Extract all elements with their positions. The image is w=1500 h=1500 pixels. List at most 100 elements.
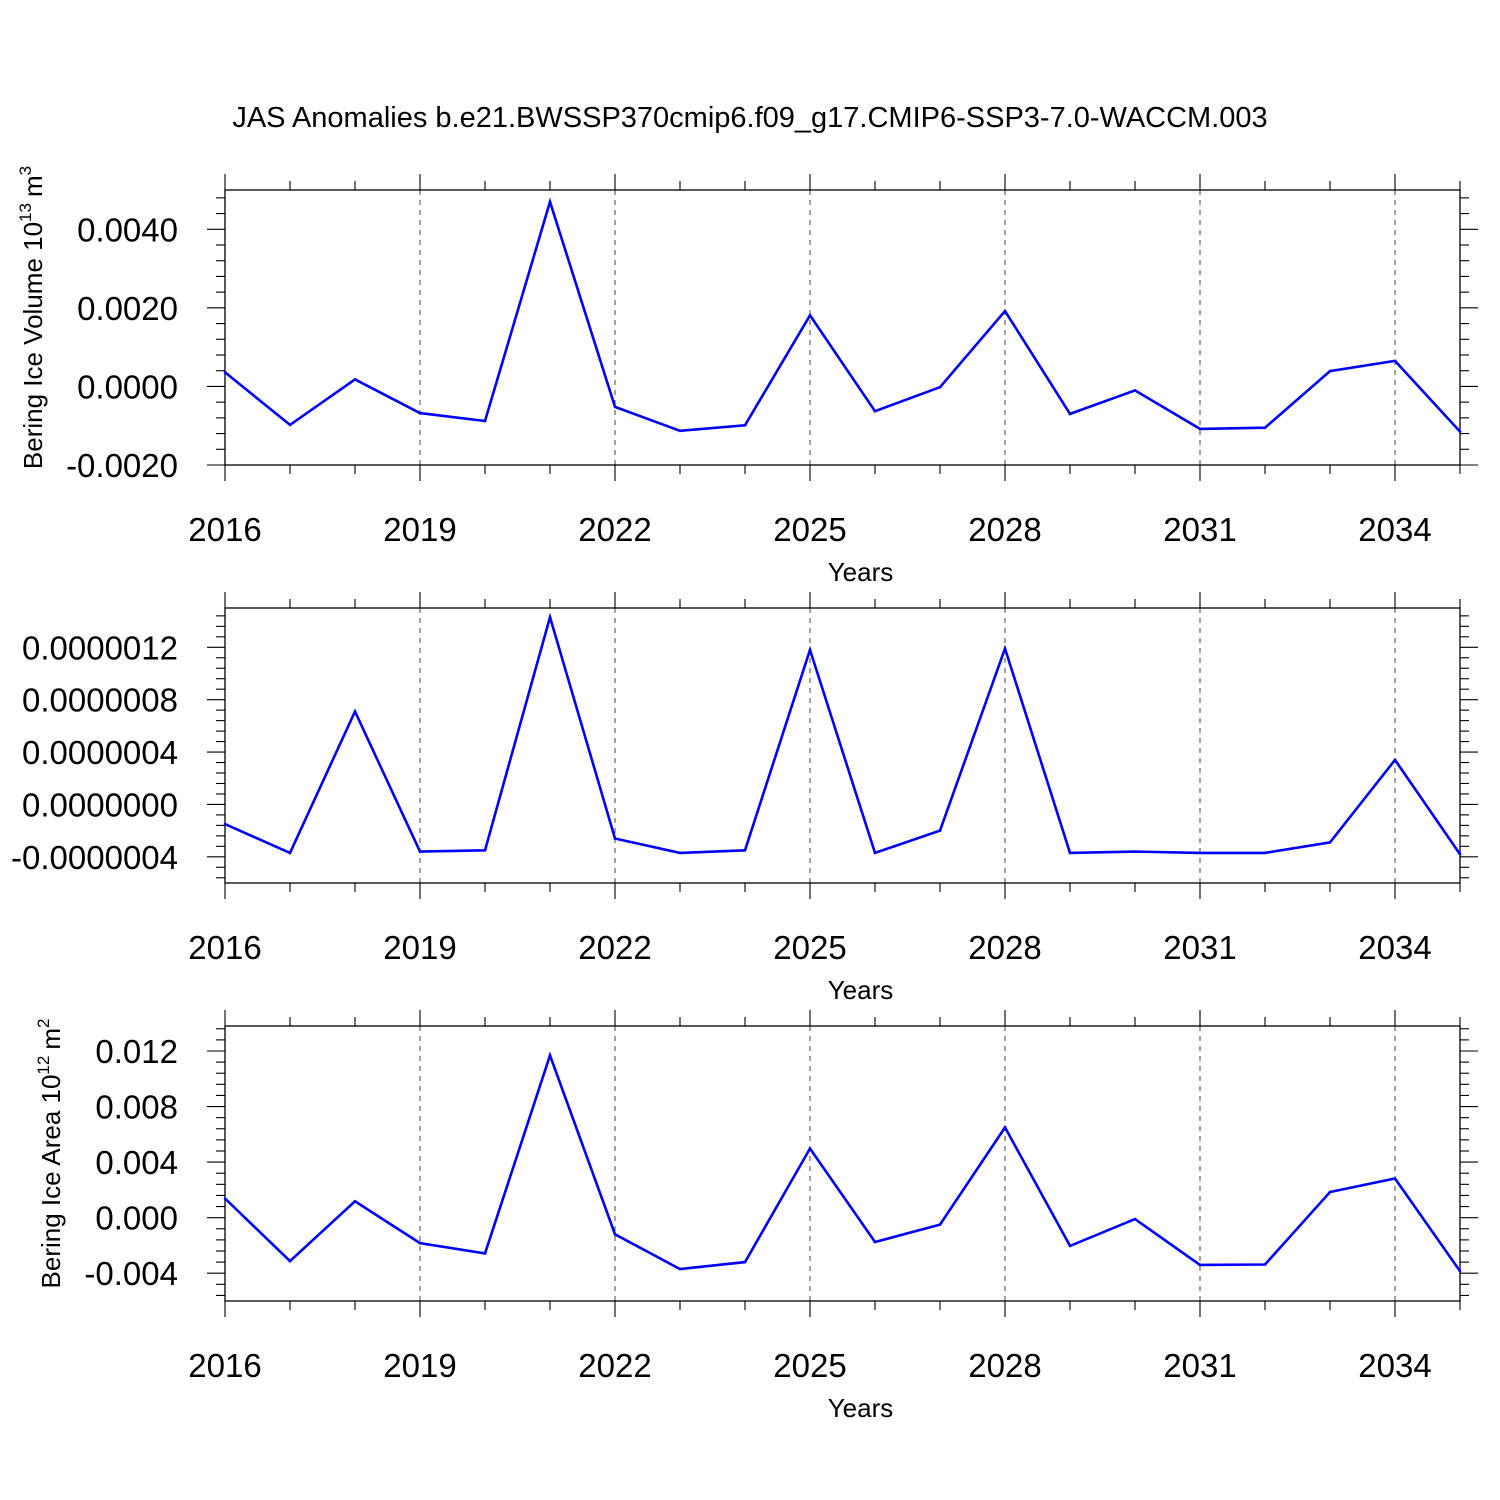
- y-axis-label-exponent: 12: [34, 1056, 53, 1075]
- x-tick-label: 2019: [383, 511, 456, 548]
- x-tick-label: 2028: [968, 511, 1041, 548]
- data-point: [288, 1259, 292, 1263]
- plot-frame: [224, 607, 1461, 884]
- y-tick-label: 0.012: [95, 1033, 178, 1070]
- data-point: [743, 1260, 747, 1264]
- data-point: [483, 848, 487, 852]
- data-point: [1393, 1177, 1397, 1180]
- data-point: [353, 1199, 357, 1203]
- y-axis-label-exponent: 13: [16, 203, 35, 222]
- series-line: [224, 197, 1461, 433]
- data-point: [938, 1223, 942, 1226]
- y-axis-label-unit-exponent: 2: [34, 1019, 53, 1028]
- y-tick-label: -0.0020: [66, 447, 178, 484]
- data-point: [1198, 1263, 1202, 1267]
- data-point: [678, 1267, 682, 1271]
- panels: 2016 2019 2022 2025 2028 2031 2034 Years -0.0020…: [11, 166, 1478, 1423]
- x-axis-label: Years: [828, 975, 894, 1005]
- data-point: [483, 1252, 487, 1255]
- y-axis-label-text: Bering Ice Volume 10: [18, 222, 48, 469]
- x-tick-label: 2034: [1358, 929, 1431, 966]
- x-tick-label: 2022: [578, 929, 651, 966]
- y-tick-label: 0.0040: [77, 211, 178, 248]
- data-point: [223, 822, 227, 826]
- data-point: [1393, 359, 1397, 363]
- data-point: [1458, 852, 1462, 856]
- y-tick-label: 0.0000000: [22, 786, 178, 823]
- y-axis-label: Bering Ice Volume 1013 m3: [16, 166, 48, 469]
- data-point: [1458, 1269, 1462, 1273]
- data-point: [678, 429, 682, 433]
- data-point: [223, 370, 227, 374]
- x-tick-label: 2025: [773, 1347, 846, 1384]
- plot-frame: [224, 1025, 1461, 1302]
- y-axis-label-unit: m: [18, 175, 48, 197]
- y-tick-label: 0.000: [95, 1200, 178, 1237]
- data-point: [483, 419, 487, 423]
- x-tick-label: 2031: [1163, 929, 1236, 966]
- data-point: [938, 829, 942, 832]
- data-point: [613, 837, 617, 840]
- y-tick-label: 0.0000008: [22, 682, 178, 719]
- data-point: [1003, 647, 1007, 650]
- x-tick-label: 2019: [383, 1347, 456, 1384]
- data-point: [1068, 412, 1072, 416]
- y-tick-label: 0.0000004: [22, 734, 178, 771]
- x-tick-label: 2034: [1358, 1347, 1431, 1384]
- data-point: [808, 314, 812, 317]
- panel-3: 2016 2019 2022 2025 2028 2031 2034 Years -0.004 0…: [34, 1010, 1478, 1423]
- data-point: [1263, 1263, 1267, 1266]
- data-point: [548, 200, 552, 204]
- chart-title: JAS Anomalies b.e21.BWSSP370cmip6.f09_g1…: [232, 102, 1267, 134]
- data-point: [678, 851, 682, 855]
- data-point: [418, 850, 422, 853]
- y-axis-label-unit: m: [36, 1028, 66, 1050]
- y-tick-label: 0.008: [95, 1089, 178, 1126]
- data-point: [548, 1054, 552, 1057]
- y-tick-label: 0.0000012: [22, 629, 178, 666]
- data-point: [873, 851, 877, 855]
- series-line: [224, 612, 1462, 855]
- data-point: [613, 1233, 617, 1236]
- data-point: [808, 648, 812, 652]
- data-point: [743, 848, 747, 852]
- data-point: [1198, 427, 1202, 431]
- data-point: [613, 405, 617, 409]
- x-tick-label: 2022: [578, 511, 651, 548]
- y-tick-label: 0.0020: [77, 290, 178, 327]
- data-point: [1263, 851, 1267, 855]
- y-axis-label-text: Bering Ice Area 10: [36, 1075, 66, 1289]
- data-point: [223, 1197, 227, 1200]
- data-point: [288, 423, 292, 427]
- data-point: [1003, 1126, 1007, 1129]
- panel-1: 2016 2019 2022 2025 2028 2031 2034 Years -0.0020…: [16, 166, 1478, 587]
- x-tick-label: 2025: [773, 929, 846, 966]
- data-point: [288, 851, 292, 855]
- data-point: [353, 378, 357, 381]
- x-axis-label: Years: [828, 1393, 894, 1423]
- series-line: [224, 1051, 1462, 1272]
- x-tick-label: 2016: [188, 1347, 261, 1384]
- x-tick-label: 2016: [188, 511, 261, 548]
- data-point: [808, 1147, 812, 1150]
- data-point: [1068, 1244, 1072, 1248]
- data-point: [418, 1241, 422, 1245]
- data-point: [1458, 430, 1462, 433]
- x-tick-label: 2025: [773, 511, 846, 548]
- y-axis-label: Bering Ice Area 1012 m2: [34, 1019, 66, 1289]
- data-point: [548, 615, 552, 619]
- data-point: [1003, 309, 1007, 313]
- x-tick-label: 2031: [1163, 1347, 1236, 1384]
- plot-frame: [224, 189, 1461, 466]
- data-point: [1133, 1217, 1137, 1221]
- y-axis-label-unit-exponent: 3: [16, 166, 35, 175]
- x-tick-label: 2031: [1163, 511, 1236, 548]
- data-point: [938, 385, 942, 389]
- data-point: [1263, 426, 1267, 429]
- x-tick-label: 2028: [968, 1347, 1041, 1384]
- data-point: [1328, 369, 1332, 373]
- x-tick-label: 2028: [968, 929, 1041, 966]
- data-point: [1133, 389, 1137, 392]
- data-point: [743, 424, 747, 427]
